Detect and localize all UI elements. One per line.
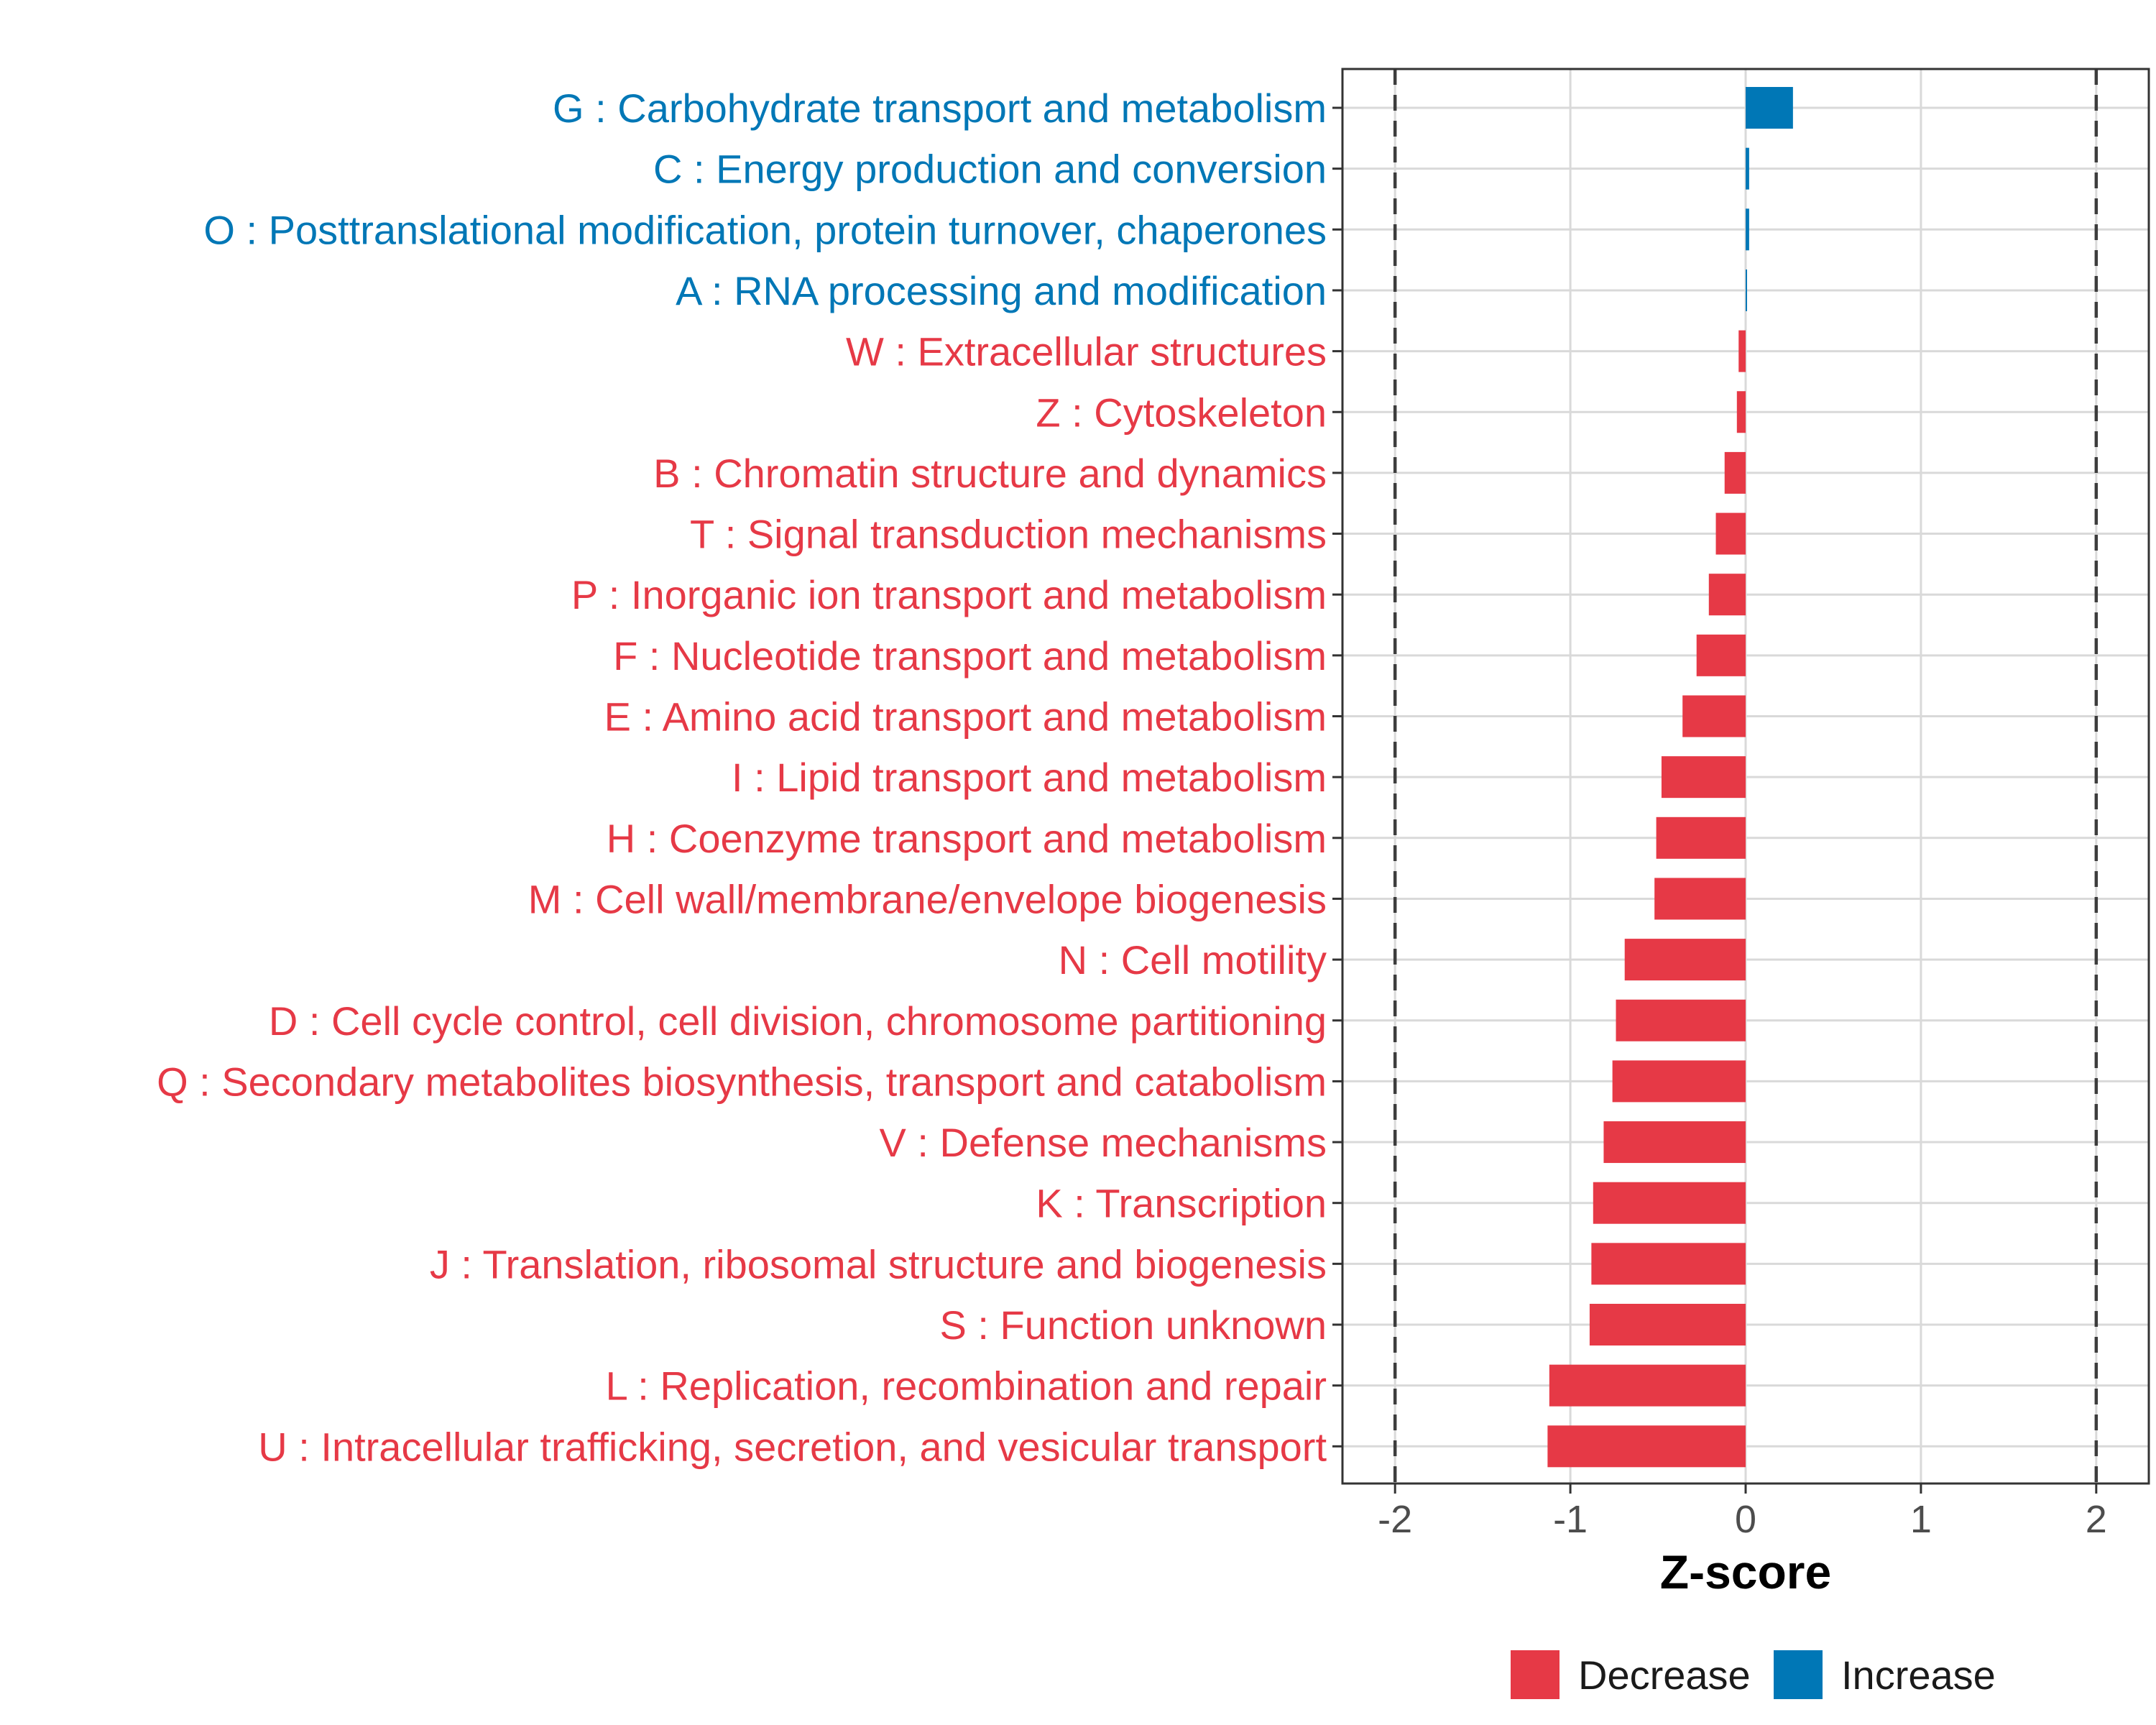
category-label: A : RNA processing and modification: [676, 268, 1327, 313]
bar: [1593, 1182, 1746, 1224]
category-label: U : Intracellular trafficking, secretion…: [258, 1424, 1327, 1469]
category-label: F : Nucleotide transport and metabolism: [613, 633, 1327, 678]
bar: [1715, 512, 1746, 555]
legend-label: Increase: [1841, 1652, 1996, 1698]
bar: [1624, 939, 1746, 981]
category-label: C : Energy production and conversion: [653, 147, 1327, 192]
bar: [1746, 208, 1749, 251]
category-label: N : Cell motility: [1059, 937, 1327, 983]
x-tick-label: 0: [1735, 1498, 1756, 1541]
bar: [1547, 1425, 1746, 1468]
bar: [1708, 574, 1746, 616]
x-tick-label: 2: [2086, 1498, 2107, 1541]
bar: [1603, 1121, 1746, 1164]
bar: [1661, 756, 1746, 799]
bar: [1591, 1243, 1746, 1285]
reference-lines: [1393, 69, 2099, 1484]
legend-label: Decrease: [1578, 1652, 1751, 1698]
category-label: G : Carbohydrate transport and metabolis…: [553, 86, 1327, 131]
bar: [1616, 999, 1746, 1041]
legend: Decrease Increase: [1511, 1650, 1996, 1699]
category-label: K : Transcription: [1036, 1181, 1327, 1226]
category-label: O : Posttranslational modification, prot…: [203, 207, 1327, 252]
bar: [1738, 330, 1746, 372]
x-tick-label: -2: [1378, 1498, 1412, 1541]
category-label: M : Cell wall/membrane/envelope biogenes…: [528, 876, 1327, 921]
y-axis-ticks: [1332, 106, 1342, 1448]
bar: [1589, 1304, 1746, 1346]
category-label: S : Function unknown: [939, 1302, 1327, 1348]
category-label: P : Inorganic ion transport and metaboli…: [571, 572, 1327, 617]
x-tick-label: 1: [1910, 1498, 1932, 1541]
category-label: T : Signal transduction mechanisms: [690, 512, 1327, 557]
category-labels: G : Carbohydrate transport and metabolis…: [157, 86, 1327, 1469]
x-axis-title: Z-score: [1660, 1545, 1831, 1598]
category-label: I : Lipid transport and metabolism: [732, 755, 1327, 800]
category-label: Z : Cytoskeleton: [1036, 390, 1327, 435]
bar: [1612, 1060, 1746, 1103]
legend-key: [1774, 1650, 1823, 1699]
bar: [1682, 695, 1746, 737]
bar: [1724, 451, 1746, 494]
bars: [1547, 87, 1793, 1468]
bar: [1746, 87, 1793, 129]
bar: [1736, 391, 1746, 433]
category-label: E : Amino acid transport and metabolism: [604, 694, 1327, 740]
category-label: J : Translation, ribosomal structure and…: [430, 1241, 1327, 1287]
category-label: D : Cell cycle control, cell division, c…: [269, 998, 1327, 1044]
category-label: H : Coenzyme transport and metabolism: [607, 816, 1327, 861]
legend-key: [1511, 1650, 1560, 1699]
category-label: Q : Secondary metabolites biosynthesis, …: [157, 1059, 1327, 1104]
category-label: B : Chromatin structure and dynamics: [653, 451, 1327, 496]
bar: [1654, 878, 1746, 920]
category-label: V : Defense mechanisms: [880, 1120, 1327, 1165]
x-tick-label: -1: [1553, 1498, 1588, 1541]
bar: [1656, 816, 1746, 859]
bar: [1746, 269, 1747, 311]
bar: [1696, 634, 1746, 676]
bar: [1746, 147, 1749, 190]
category-label: L : Replication, recombination and repai…: [606, 1363, 1327, 1409]
bar: [1549, 1364, 1746, 1407]
x-axis-ticks: -2 -1 0 1 2: [1378, 1484, 2107, 1541]
category-label: W : Extracellular structures: [846, 329, 1327, 374]
